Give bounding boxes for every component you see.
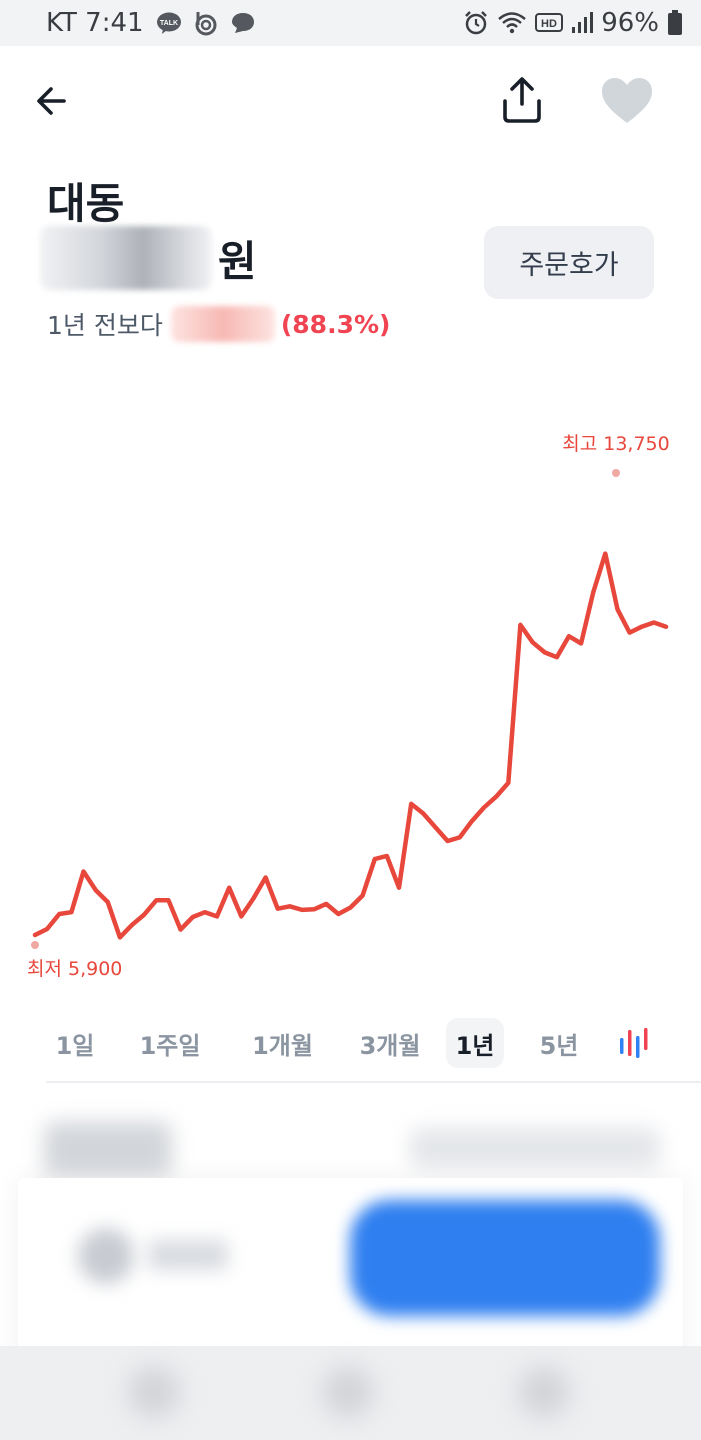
change-label: 1년 전보다 [47,311,163,340]
change-amount-redacted [170,306,275,342]
period-tabs: 1일 1주일 1개월 3개월 1년 5년 [30,1018,680,1068]
price-change-row: 1년 전보다 (88.3%) [47,306,390,342]
nav-item-3[interactable] [518,1366,570,1418]
share-icon [503,77,541,123]
bottom-navigation [0,1346,701,1440]
blurred-text [148,1240,228,1270]
svg-text:HD: HD [541,18,557,30]
max-point-marker [612,469,620,477]
top-navigation [0,66,701,136]
price-unit: 원 [218,236,257,286]
favorite-button[interactable] [600,76,654,126]
back-button[interactable] [30,78,76,124]
kakaotalk-icon: TALK [156,12,181,34]
blurred-avatar-icon [78,1228,134,1284]
candlestick-chart-icon [620,1028,648,1058]
tab-5-year[interactable]: 5년 [539,1031,579,1060]
share-button[interactable] [498,74,546,126]
chat-bubble-icon [231,13,254,33]
tab-1-week[interactable]: 1주일 [139,1031,201,1060]
carrier-time: KT 7:41 [46,8,144,38]
price-chart[interactable]: 최고 13,750 최저 5,900 [0,400,701,1000]
battery-icon [668,10,682,35]
min-price-label: 최저 5,900 [27,958,122,980]
blurred-section-detail [410,1128,660,1168]
buy-button[interactable] [350,1200,660,1316]
battery-percent: 96% [601,8,659,38]
alarm-icon [465,11,488,35]
hd-icon: HD [535,13,564,32]
order-book-button[interactable]: 주문호가 [484,226,654,299]
price-value-redacted [40,226,212,290]
price-row: 원 [40,226,257,290]
bottom-order-bar [18,1178,683,1368]
tab-1-month[interactable]: 1개월 [252,1031,313,1060]
price-line [32,551,669,940]
min-point-marker [31,941,39,949]
status-bar: KT 7:41 TALK HD [0,0,701,46]
max-price-label: 최고 13,750 [562,433,669,455]
nav-item-2[interactable] [322,1366,374,1418]
tab-1-year[interactable]: 1년 [446,1018,504,1068]
divider [46,1081,701,1083]
chart-style-toggle[interactable] [618,1026,654,1062]
tab-1-day[interactable]: 1일 [55,1031,95,1060]
blurred-lower-section [0,1100,701,1440]
blurred-section-title [44,1122,172,1176]
wifi-icon [498,12,527,34]
svg-text:TALK: TALK [160,20,178,27]
nav-item-1[interactable] [128,1366,180,1418]
change-percent: (88.3%) [280,309,391,339]
stock-name: 대동 [47,179,125,228]
arrow-left-icon [37,87,66,115]
signal-icon [572,12,594,33]
tab-3-month[interactable]: 3개월 [359,1031,421,1060]
blog-icon [195,12,217,36]
heart-icon [602,78,652,123]
